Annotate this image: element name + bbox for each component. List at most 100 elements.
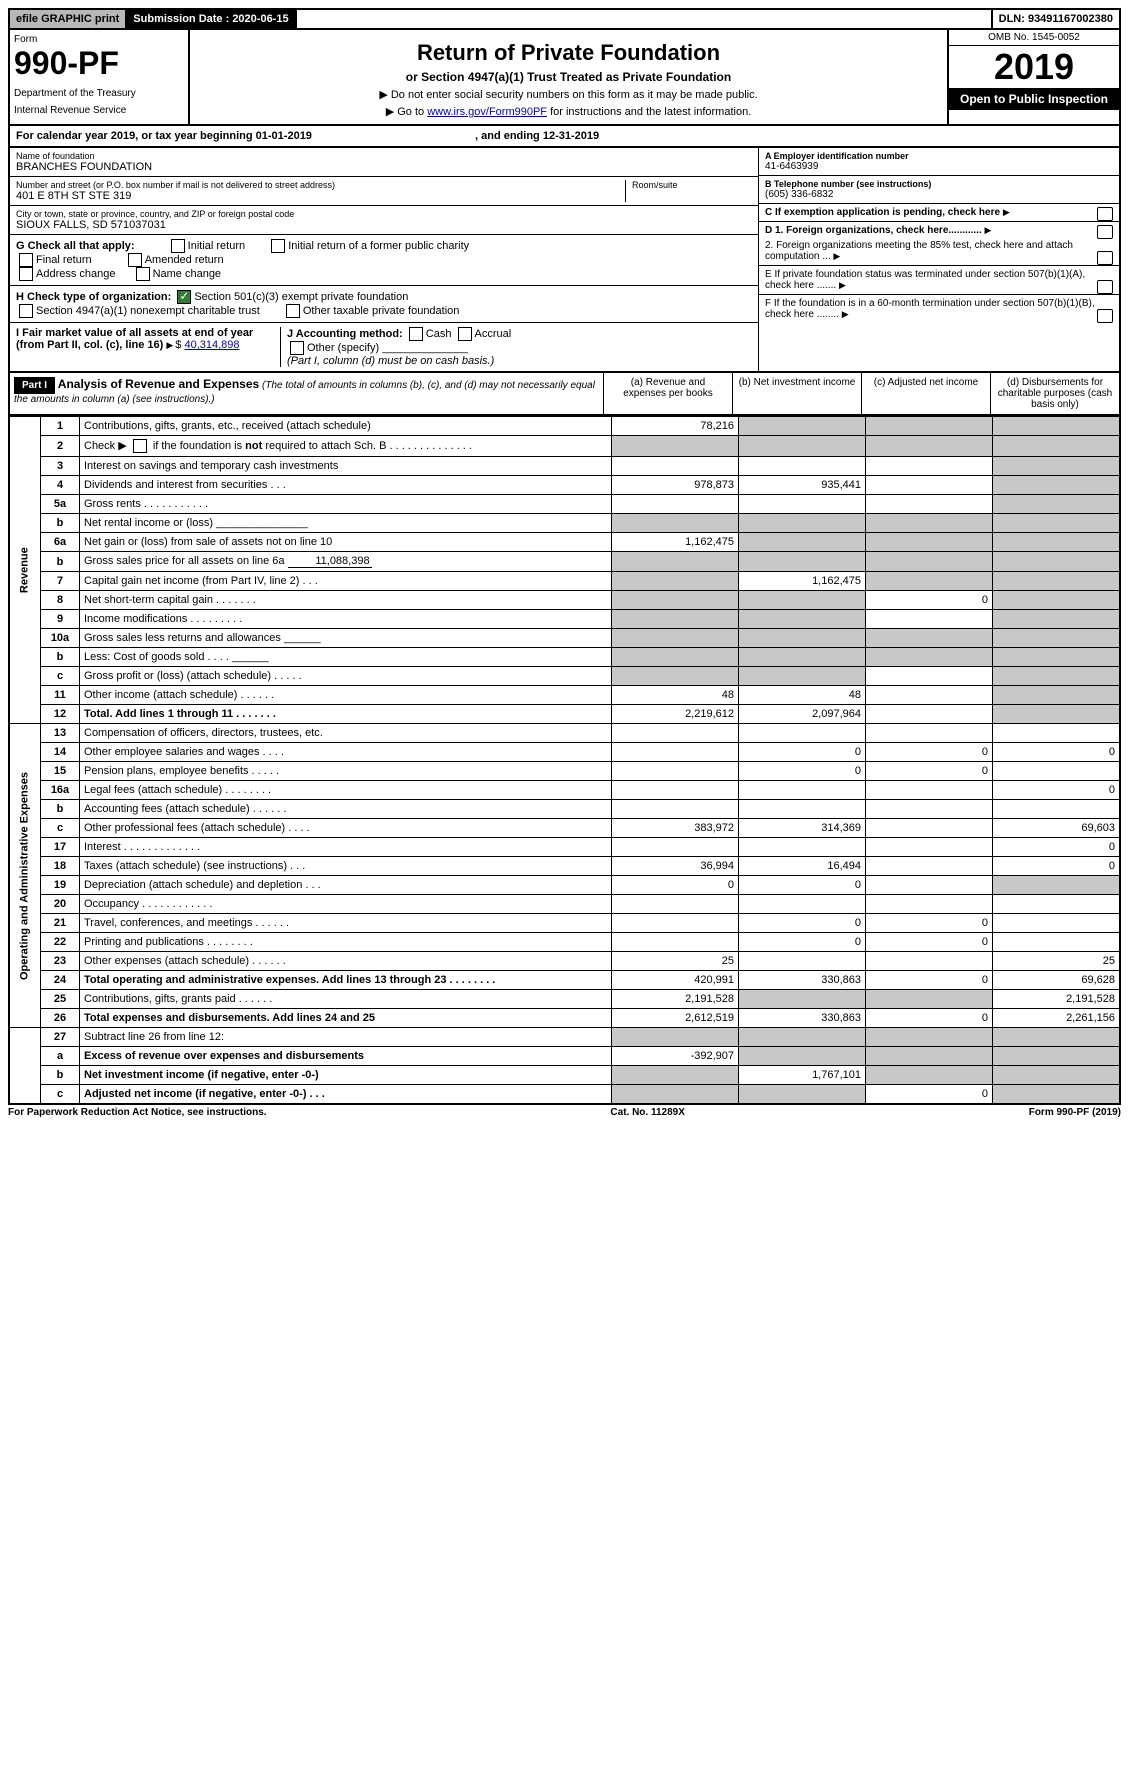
amt-col-c: 0 [866,1009,993,1028]
amt-col-b [739,1028,866,1047]
amt-col-c [866,819,993,838]
cb-exemption-pending[interactable] [1097,207,1113,221]
amt-col-a: -392,907 [612,1047,739,1066]
cb-terminated[interactable] [1097,280,1113,294]
amt-col-d [993,762,1121,781]
line-desc: Gross sales price for all assets on line… [80,552,612,572]
dln: DLN: 93491167002380 [991,10,1119,28]
line-desc: Gross profit or (loss) (attach schedule)… [80,667,612,686]
amt-col-c [866,476,993,495]
cb-accrual[interactable] [458,327,472,341]
cb-amended[interactable] [128,253,142,267]
amt-col-d: 69,603 [993,819,1121,838]
cb-address-change[interactable] [19,267,33,281]
amt-col-a [612,572,739,591]
amt-col-b: 330,863 [739,1009,866,1028]
amt-col-d [993,495,1121,514]
amt-col-c [866,572,993,591]
amt-col-d [993,572,1121,591]
amt-col-b: 1,767,101 [739,1066,866,1085]
section-e: E If private foundation status was termi… [759,266,1119,295]
amt-col-d [993,610,1121,629]
amt-col-b [739,648,866,667]
cb-60month[interactable] [1097,309,1113,323]
line-desc: Contributions, gifts, grants paid . . . … [80,990,612,1009]
omb-number: OMB No. 1545-0052 [949,30,1119,46]
line-desc: Net rental income or (loss) ____________… [80,514,612,533]
line-number: b [41,552,80,572]
dept-treasury: Department of the Treasury [14,88,184,99]
amt-col-c: 0 [866,591,993,610]
line-desc: Check ▶ if the foundation is not require… [80,436,612,457]
cb-other-taxable[interactable] [286,304,300,318]
cb-other-method[interactable] [290,341,304,355]
amt-col-b: 16,494 [739,857,866,876]
amt-col-d: 25 [993,952,1121,971]
amt-col-d: 0 [993,857,1121,876]
part1-header: Part I Analysis of Revenue and Expenses … [8,373,1121,416]
cb-85pct[interactable] [1097,251,1113,265]
amt-col-a: 0 [612,876,739,895]
line-desc: Subtract line 26 from line 12: [80,1028,612,1047]
line-number: 10a [41,629,80,648]
amt-col-c: 0 [866,743,993,762]
form-word: Form [14,34,184,45]
amt-col-b [739,436,866,457]
amt-col-b [739,781,866,800]
amt-col-d [993,417,1121,436]
amt-col-c [866,514,993,533]
page-footer: For Paperwork Reduction Act Notice, see … [8,1107,1121,1118]
line-desc: Capital gain net income (from Part IV, l… [80,572,612,591]
amt-col-c [866,990,993,1009]
line-desc: Other professional fees (attach schedule… [80,819,612,838]
line-number: 2 [41,436,80,457]
line-number: 14 [41,743,80,762]
amt-col-d [993,933,1121,952]
amt-col-c [866,457,993,476]
amt-col-c [866,876,993,895]
amt-col-b: 314,369 [739,819,866,838]
amt-col-a [612,495,739,514]
amt-col-d: 0 [993,743,1121,762]
cb-cash[interactable] [409,327,423,341]
amt-col-a [612,457,739,476]
line-number: 19 [41,876,80,895]
amt-col-a [612,933,739,952]
cb-initial-return[interactable] [171,239,185,253]
amt-col-b [739,495,866,514]
ein-label: A Employer identification number [765,151,1113,161]
section-d: D 1. Foreign organizations, check here..… [759,222,1119,266]
amt-col-c: 0 [866,914,993,933]
amt-col-c: 0 [866,971,993,990]
amt-col-d [993,1047,1121,1066]
fmv-link[interactable]: 40,314,898 [184,339,239,351]
line-number: 11 [41,686,80,705]
amt-col-d: 0 [993,838,1121,857]
section-h: H Check type of organization: Section 50… [10,286,758,323]
amt-col-b: 0 [739,876,866,895]
amt-col-b: 0 [739,762,866,781]
cb-4947a1[interactable] [19,304,33,318]
section-f: F If the foundation is in a 60-month ter… [759,295,1119,323]
cb-501c3[interactable] [177,290,191,304]
amt-col-c [866,724,993,743]
cb-initial-former[interactable] [271,239,285,253]
amt-col-d [993,705,1121,724]
amt-col-d [993,552,1121,572]
cb-name-change[interactable] [136,267,150,281]
cb-sch-b[interactable] [133,439,147,453]
amt-col-a [612,743,739,762]
form-ref: Form 990-PF (2019) [1029,1107,1121,1118]
amt-col-a [612,610,739,629]
line-number: 17 [41,838,80,857]
amt-col-c: 0 [866,1085,993,1105]
section-label: Revenue [9,417,41,724]
col-c-hdr: (c) Adjusted net income [861,373,990,414]
phone-value: (605) 336-6832 [765,189,1113,200]
cb-final-return[interactable] [19,253,33,267]
city-label: City or town, state or province, country… [16,209,752,219]
amt-col-a: 78,216 [612,417,739,436]
cb-foreign-org[interactable] [1097,225,1113,239]
city-state-zip: SIOUX FALLS, SD 571037031 [16,219,752,231]
irs-link[interactable]: www.irs.gov/Form990PF [427,106,547,118]
